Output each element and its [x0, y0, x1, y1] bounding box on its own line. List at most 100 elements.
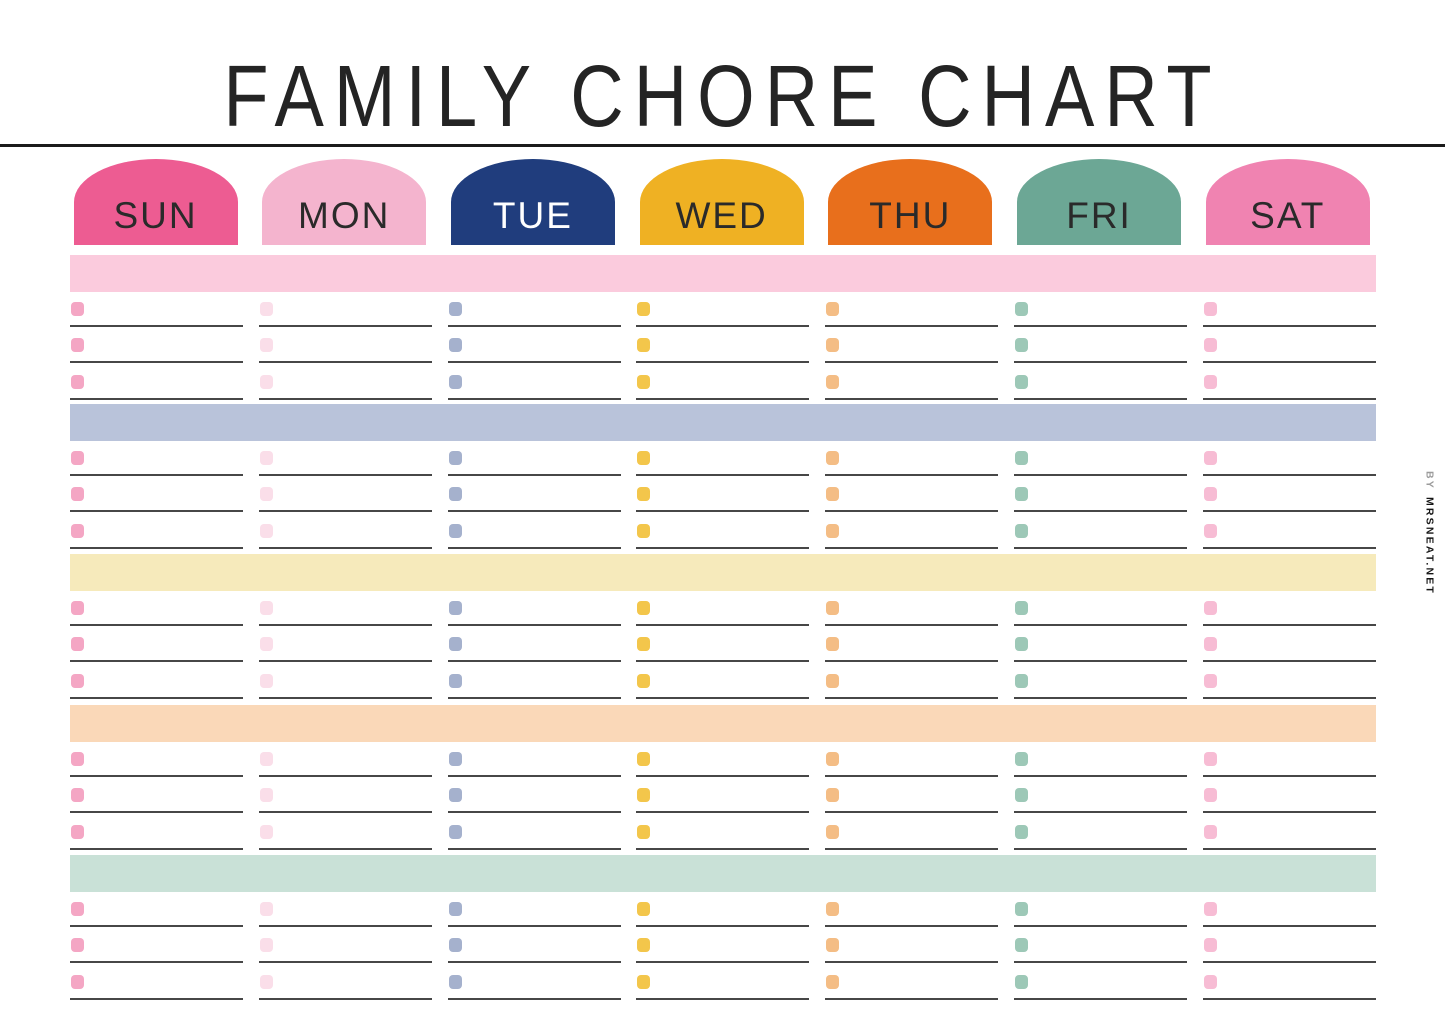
chore-checkbox[interactable]: [1014, 824, 1028, 839]
chore-checkbox[interactable]: [1203, 523, 1217, 538]
chore-checkbox[interactable]: [448, 938, 462, 953]
chore-checkbox[interactable]: [71, 487, 84, 502]
chore-checkbox[interactable]: [448, 338, 462, 353]
chore-checkbox[interactable]: [1203, 824, 1217, 839]
chore-checkbox[interactable]: [71, 601, 84, 615]
chore-checkbox[interactable]: [637, 974, 651, 989]
chore-checkbox[interactable]: [637, 302, 651, 316]
chore-checkbox[interactable]: [1014, 752, 1028, 766]
chore-checkbox[interactable]: [259, 637, 273, 652]
chore-checkbox[interactable]: [259, 451, 273, 465]
chore-checkbox[interactable]: [259, 523, 273, 538]
chore-checkbox[interactable]: [1014, 302, 1028, 316]
chore-checkbox[interactable]: [448, 374, 462, 389]
chore-checkbox[interactable]: [826, 673, 840, 688]
chore-checkbox[interactable]: [1203, 673, 1217, 688]
chore-checkbox[interactable]: [448, 902, 462, 916]
chore-checkbox[interactable]: [1203, 601, 1217, 615]
chore-checkbox[interactable]: [71, 938, 84, 953]
chore-checkbox[interactable]: [448, 974, 462, 989]
chore-checkbox[interactable]: [1014, 637, 1028, 652]
chore-checkbox[interactable]: [1203, 302, 1217, 316]
chore-checkbox[interactable]: [71, 974, 84, 989]
chore-checkbox[interactable]: [1203, 974, 1217, 989]
chore-checkbox[interactable]: [1014, 374, 1028, 389]
chore-checkbox[interactable]: [826, 451, 840, 465]
chore-checkbox[interactable]: [71, 523, 84, 538]
chore-checkbox[interactable]: [1203, 374, 1217, 389]
chore-checkbox[interactable]: [1203, 487, 1217, 502]
chore-checkbox[interactable]: [826, 487, 840, 502]
chore-checkbox[interactable]: [637, 374, 651, 389]
chore-checkbox[interactable]: [259, 338, 273, 353]
chore-checkbox[interactable]: [71, 451, 84, 465]
chore-checkbox[interactable]: [826, 302, 840, 316]
chore-checkbox[interactable]: [637, 902, 651, 916]
chore-checkbox[interactable]: [637, 637, 651, 652]
chore-checkbox[interactable]: [637, 938, 651, 953]
chore-checkbox[interactable]: [826, 824, 840, 839]
chore-checkbox[interactable]: [259, 938, 273, 953]
chore-checkbox[interactable]: [1014, 601, 1028, 615]
chore-checkbox[interactable]: [259, 302, 273, 316]
chore-checkbox[interactable]: [448, 637, 462, 652]
chore-checkbox[interactable]: [637, 788, 651, 803]
chore-checkbox[interactable]: [259, 974, 273, 989]
chore-checkbox[interactable]: [71, 824, 84, 839]
chore-checkbox[interactable]: [1014, 902, 1028, 916]
chore-checkbox[interactable]: [637, 824, 651, 839]
chore-checkbox[interactable]: [259, 752, 273, 766]
chore-checkbox[interactable]: [1203, 902, 1217, 916]
chore-checkbox[interactable]: [71, 338, 84, 353]
chore-checkbox[interactable]: [637, 523, 651, 538]
chore-checkbox[interactable]: [448, 752, 462, 766]
chore-checkbox[interactable]: [448, 302, 462, 316]
chore-checkbox[interactable]: [826, 902, 840, 916]
chore-checkbox[interactable]: [826, 752, 840, 766]
chore-checkbox[interactable]: [826, 974, 840, 989]
chore-checkbox[interactable]: [1014, 451, 1028, 465]
chore-checkbox[interactable]: [637, 601, 651, 615]
chore-checkbox[interactable]: [1203, 451, 1217, 465]
chore-checkbox[interactable]: [637, 673, 651, 688]
chore-checkbox[interactable]: [826, 338, 840, 353]
chore-checkbox[interactable]: [1203, 637, 1217, 652]
chore-checkbox[interactable]: [637, 487, 651, 502]
chore-checkbox[interactable]: [259, 788, 273, 803]
chore-checkbox[interactable]: [71, 374, 84, 389]
chore-checkbox[interactable]: [1014, 673, 1028, 688]
chore-checkbox[interactable]: [826, 523, 840, 538]
chore-checkbox[interactable]: [1014, 788, 1028, 803]
chore-checkbox[interactable]: [71, 302, 84, 316]
chore-checkbox[interactable]: [71, 752, 84, 766]
chore-checkbox[interactable]: [259, 824, 273, 839]
chore-checkbox[interactable]: [1203, 752, 1217, 766]
chore-checkbox[interactable]: [1014, 938, 1028, 953]
chore-checkbox[interactable]: [826, 788, 840, 803]
chore-checkbox[interactable]: [826, 637, 840, 652]
chore-checkbox[interactable]: [826, 938, 840, 953]
chore-checkbox[interactable]: [71, 788, 84, 803]
chore-checkbox[interactable]: [1203, 788, 1217, 803]
chore-checkbox[interactable]: [448, 673, 462, 688]
chore-checkbox[interactable]: [71, 673, 84, 688]
chore-checkbox[interactable]: [1203, 338, 1217, 353]
chore-checkbox[interactable]: [1014, 523, 1028, 538]
chore-checkbox[interactable]: [637, 338, 651, 353]
chore-checkbox[interactable]: [259, 601, 273, 615]
chore-checkbox[interactable]: [448, 523, 462, 538]
chore-checkbox[interactable]: [637, 451, 651, 465]
chore-checkbox[interactable]: [1203, 938, 1217, 953]
chore-checkbox[interactable]: [637, 752, 651, 766]
chore-checkbox[interactable]: [448, 824, 462, 839]
chore-checkbox[interactable]: [259, 374, 273, 389]
chore-checkbox[interactable]: [259, 902, 273, 916]
chore-checkbox[interactable]: [448, 487, 462, 502]
chore-checkbox[interactable]: [1014, 487, 1028, 502]
chore-checkbox[interactable]: [71, 637, 84, 652]
chore-checkbox[interactable]: [1014, 338, 1028, 353]
chore-checkbox[interactable]: [259, 487, 273, 502]
chore-checkbox[interactable]: [448, 451, 462, 465]
chore-checkbox[interactable]: [826, 601, 840, 615]
chore-checkbox[interactable]: [448, 601, 462, 615]
